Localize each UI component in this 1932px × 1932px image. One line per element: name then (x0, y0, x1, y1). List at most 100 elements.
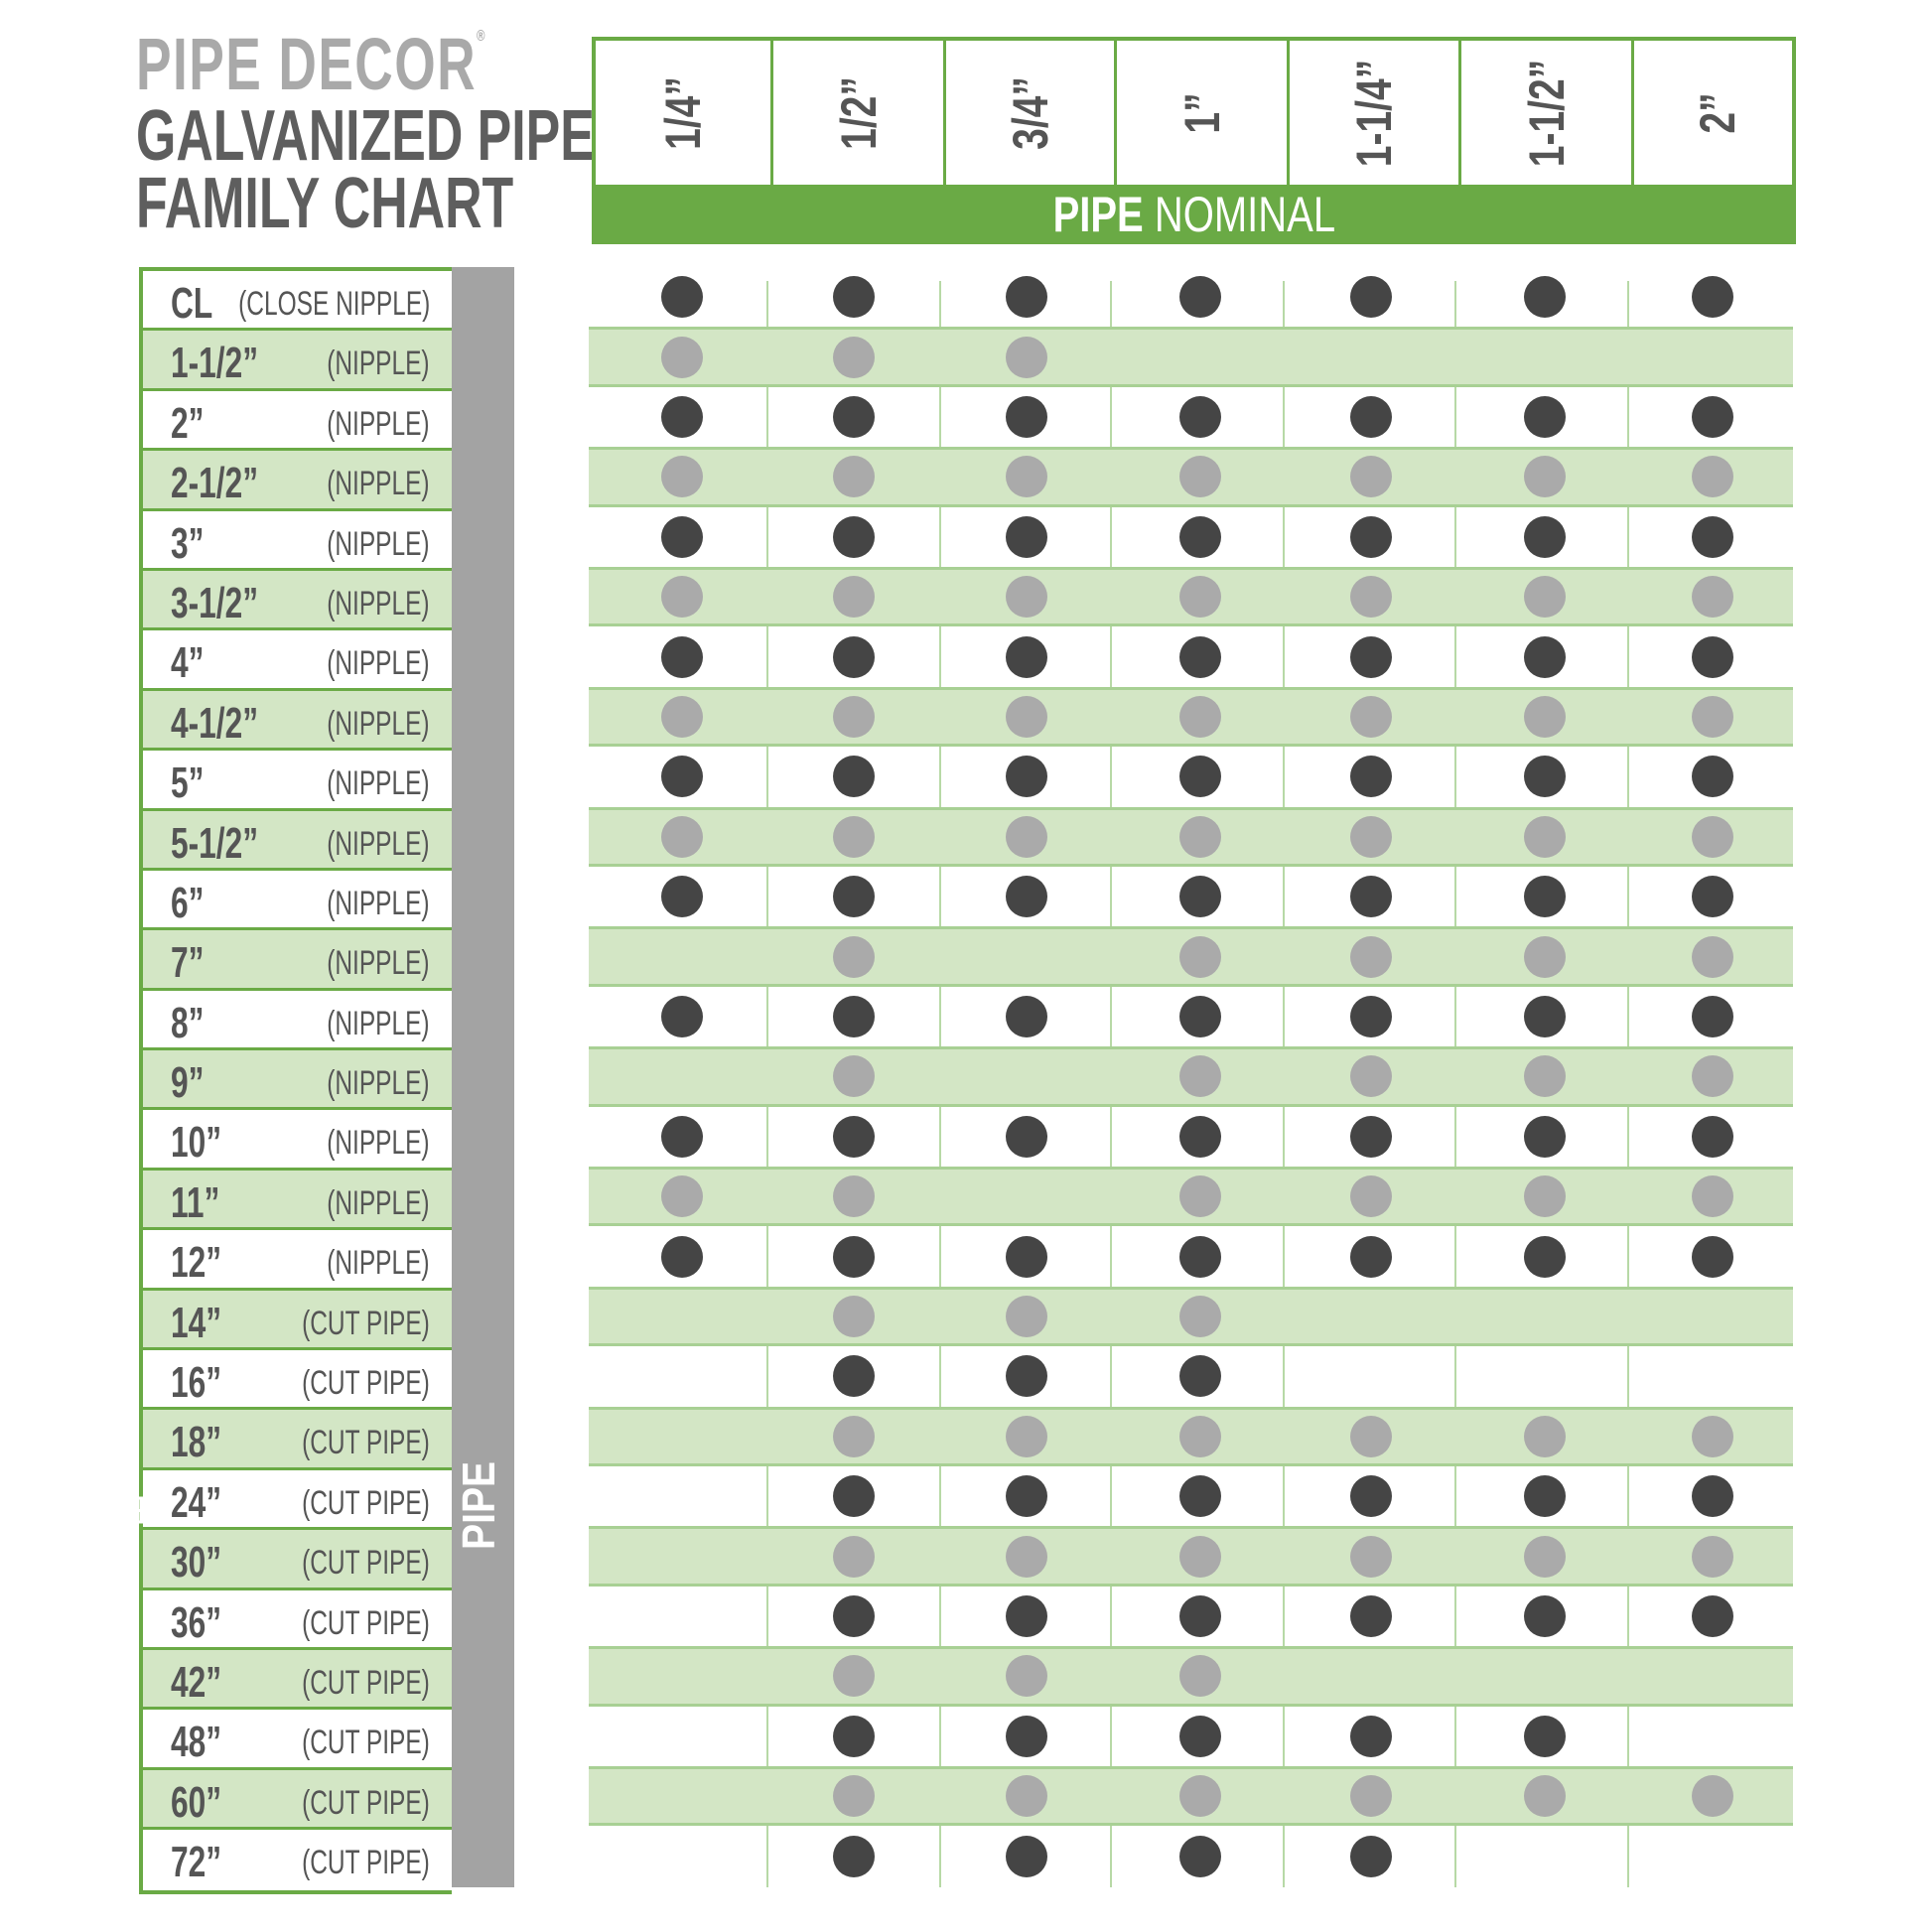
availability-dot (833, 1115, 875, 1158)
availability-dot (1006, 815, 1047, 858)
row-type: (NIPPLE) (327, 1004, 430, 1042)
row-label: 60” (CUT PIPE) (143, 1769, 452, 1831)
availability-dot (1006, 696, 1047, 738)
availability-dot (1350, 815, 1392, 858)
row-type: (CUT PIPE) (302, 1544, 430, 1583)
availability-dot (1179, 996, 1221, 1037)
availability-dot (1350, 1415, 1392, 1457)
availability-dot (1179, 1535, 1221, 1578)
availability-dot (833, 1775, 875, 1818)
availability-dot (1350, 1115, 1392, 1158)
availability-dot (1524, 456, 1566, 498)
availability-dot (661, 576, 703, 619)
column-header: 2” 1-1/2” 1-1/4” 1” 3/4” 1/2” 1/4” PIPE NOMINA… (592, 37, 1796, 244)
row-type: (NIPPLE) (327, 1244, 430, 1283)
availability-dot (1692, 515, 1733, 558)
availability-dot (1179, 1475, 1221, 1518)
availability-dot (1524, 996, 1566, 1037)
availability-dot (1179, 635, 1221, 678)
availability-dot (1350, 1055, 1392, 1098)
availability-dot (661, 696, 703, 738)
availability-dot (1006, 276, 1047, 319)
row-length: 5-1/2” (171, 818, 259, 868)
availability-dot (1692, 396, 1733, 438)
availability-dot (1006, 1535, 1047, 1578)
availability-dot (1524, 1535, 1566, 1578)
availability-dot (1524, 1775, 1566, 1818)
availability-dot (1006, 1595, 1047, 1637)
row-length: 3-1/2” (171, 578, 259, 627)
availability-dot (1692, 1235, 1733, 1278)
availability-dot (1006, 576, 1047, 619)
availability-grid (589, 267, 1793, 1887)
row-length: 18” (171, 1418, 222, 1467)
availability-dot (1179, 1595, 1221, 1637)
row-label: 11” (NIPPLE) (143, 1170, 452, 1231)
row-label: 8” (NIPPLE) (143, 991, 452, 1051)
availability-dot (833, 996, 875, 1037)
row-label: 48” (CUT PIPE) (143, 1710, 452, 1770)
availability-dot (1524, 1415, 1566, 1457)
availability-dot (1350, 756, 1392, 798)
row-length: 6” (171, 878, 205, 927)
availability-dot (1524, 1235, 1566, 1278)
availability-dot (1692, 1175, 1733, 1218)
availability-dot (1179, 1175, 1221, 1218)
row-label: CL (CLOSE NIPPLE) (143, 271, 452, 332)
availability-dot (1006, 1235, 1047, 1278)
column-label: 1/4” (655, 76, 711, 150)
row-length: 12” (171, 1238, 222, 1288)
availability-dot (1692, 756, 1733, 798)
row-stripe (589, 327, 1793, 387)
row-label: 2-1/2” (NIPPLE) (143, 451, 452, 511)
availability-dot (661, 276, 703, 319)
availability-dot (1006, 756, 1047, 798)
availability-dot (1692, 576, 1733, 619)
chart-title-line1: GALVANIZED PIPE (136, 96, 595, 176)
availability-dot (1179, 876, 1221, 918)
availability-dot (661, 756, 703, 798)
row-label: 42” (CUT PIPE) (143, 1649, 452, 1711)
availability-dot (1179, 1415, 1221, 1457)
availability-dot (1350, 276, 1392, 319)
availability-dot (1006, 396, 1047, 438)
availability-dot (661, 336, 703, 378)
availability-dot (1179, 396, 1221, 438)
availability-dot (661, 996, 703, 1037)
availability-dot (1350, 456, 1392, 498)
row-length: 1-1/2” (171, 339, 259, 388)
row-type: (CUT PIPE) (302, 1364, 430, 1403)
availability-dot (833, 336, 875, 378)
availability-dot (1692, 996, 1733, 1037)
row-type: (CUT PIPE) (302, 1304, 430, 1342)
row-label: 6” (NIPPLE) (143, 871, 452, 931)
row-label: 24” (CUT PIPE) (143, 1470, 452, 1531)
row-label: 30” (CUT PIPE) (143, 1530, 452, 1590)
row-length: 5” (171, 759, 205, 808)
row-type: (NIPPLE) (327, 824, 430, 863)
availability-dot (1350, 1715, 1392, 1757)
column-header-cell: 1-1/2” (1461, 41, 1634, 186)
availability-dot (1350, 935, 1392, 978)
row-length: 7” (171, 938, 205, 988)
row-length: 8” (171, 998, 205, 1047)
availability-dot (1524, 1055, 1566, 1098)
availability-dot (1350, 515, 1392, 558)
availability-dot (833, 696, 875, 738)
availability-dot (1692, 276, 1733, 319)
availability-dot (833, 1175, 875, 1218)
availability-dot (661, 635, 703, 678)
row-length: 4-1/2” (171, 698, 259, 748)
row-type: (CUT PIPE) (302, 1483, 430, 1522)
availability-dot (1006, 996, 1047, 1037)
availability-dot (1179, 1235, 1221, 1278)
column-header-cell: 2” (1634, 41, 1800, 186)
availability-dot (1692, 456, 1733, 498)
availability-dot (1179, 935, 1221, 978)
row-length: 72” (171, 1838, 222, 1887)
row-type: (CUT PIPE) (302, 1663, 430, 1702)
column-label: 1/2” (830, 76, 887, 150)
column-header-cell: 1/2” (773, 41, 946, 186)
row-length: 16” (171, 1358, 222, 1408)
row-length: 2” (171, 398, 205, 448)
